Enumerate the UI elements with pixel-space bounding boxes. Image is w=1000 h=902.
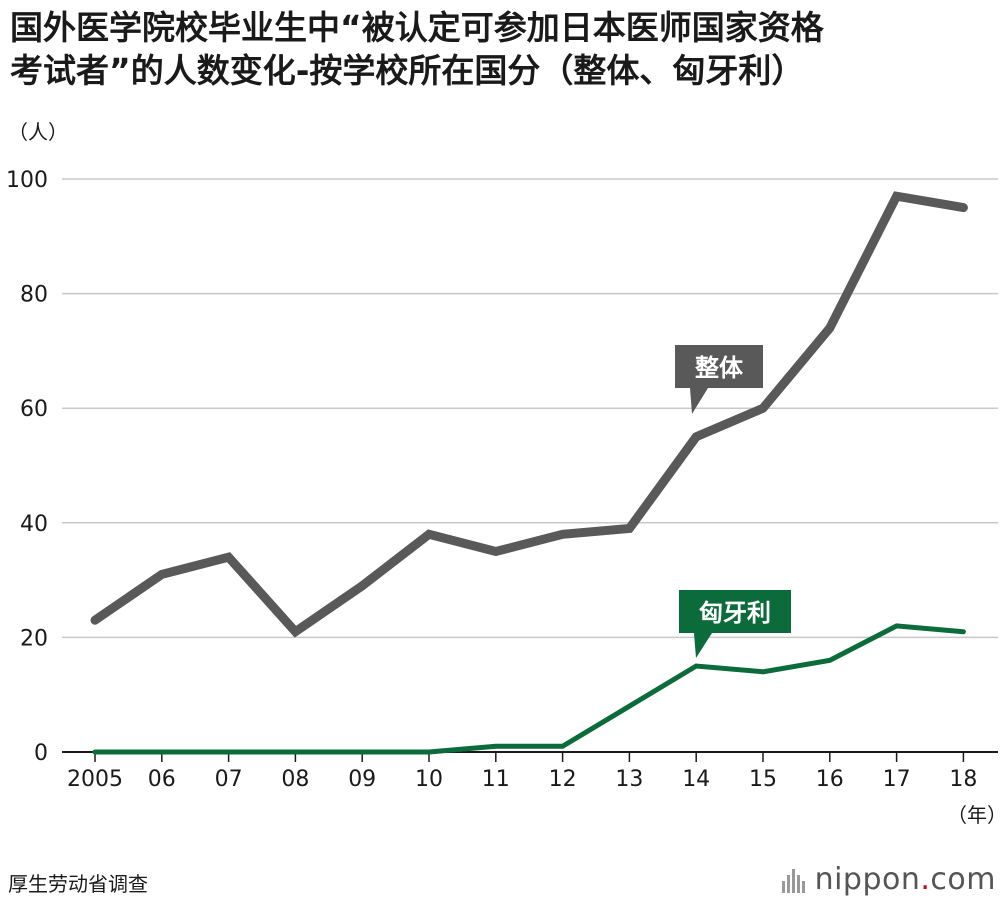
y-tick-label: 0 xyxy=(34,741,48,766)
chart-title-line-1: 国外医学院校毕业生中“被认定可参加日本医师国家资格 xyxy=(10,8,824,47)
brand-dot: . xyxy=(920,862,931,897)
x-tick-label: 14 xyxy=(682,767,710,792)
x-axis-unit: （年） xyxy=(947,803,1000,827)
y-tick-label: 60 xyxy=(20,397,48,422)
series-line-total xyxy=(90,191,968,638)
y-tick-label: 100 xyxy=(6,168,48,193)
x-tick-label: 11 xyxy=(482,767,510,792)
nippon-logo-bars-icon xyxy=(781,867,807,893)
x-tick-label: 12 xyxy=(549,767,577,792)
series-line-hungary xyxy=(92,623,966,755)
x-tick-label: 17 xyxy=(883,767,911,792)
callout-total-label: 整体 xyxy=(695,354,744,382)
chart-title: 国外医学院校毕业生中“被认定可参加日本医师国家资格 考试者”的人数变化-按学校所… xyxy=(10,6,985,92)
series-lines xyxy=(90,191,968,755)
x-tick-label: 10 xyxy=(415,767,443,792)
y-tick-label: 20 xyxy=(20,626,48,651)
brand-suffix: com xyxy=(930,862,996,897)
callout-hungary-box xyxy=(679,590,791,633)
y-axis-unit: （人） xyxy=(8,120,68,144)
brand-prefix: nippon xyxy=(814,862,921,897)
x-tick-label: 07 xyxy=(215,767,243,792)
x-tick-label: 09 xyxy=(348,767,376,792)
callout-total: 整体 xyxy=(675,345,763,414)
callout-total-pointer xyxy=(690,388,708,414)
callout-total-box xyxy=(675,345,763,388)
x-tick-label: 18 xyxy=(949,767,977,792)
x-tick-label: 15 xyxy=(749,767,777,792)
x-tick-label: 16 xyxy=(816,767,844,792)
x-tick-label: 2005 xyxy=(67,767,123,792)
x-tick-label: 06 xyxy=(148,767,176,792)
y-tick-label: 80 xyxy=(20,283,48,308)
nippon-logo: nippon. com xyxy=(781,862,996,897)
chart-title-line-2: 考试者”的人数变化-按学校所在国分（整体、匈牙利） xyxy=(10,51,805,90)
callout-hungary-pointer xyxy=(694,633,712,658)
y-tick-label: 40 xyxy=(20,512,48,537)
source-note: 厚生劳动省调查 xyxy=(8,872,148,896)
callout-hungary: 匈牙利 xyxy=(679,590,791,658)
y-tick-labels: 0 20 40 60 80 100 xyxy=(6,168,48,766)
x-tick-label: 08 xyxy=(281,767,309,792)
x-tick-label: 13 xyxy=(615,767,643,792)
x-tick-labels: 2005 06 07 08 09 10 11 12 13 14 15 16 17 18 xyxy=(67,752,977,792)
callout-hungary-label: 匈牙利 xyxy=(699,599,771,627)
